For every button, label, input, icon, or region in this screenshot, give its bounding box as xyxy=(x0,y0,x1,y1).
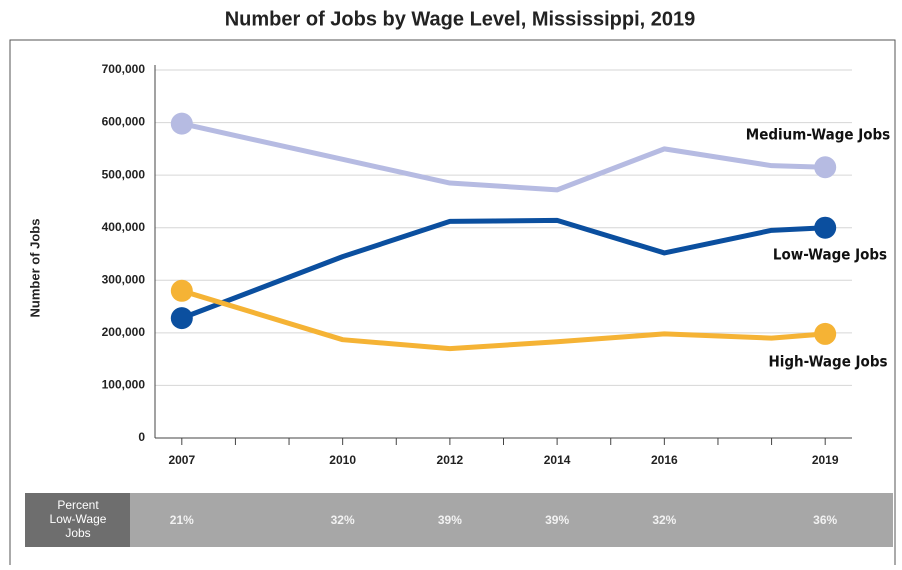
percent-value: 32% xyxy=(652,513,676,527)
y-tick-label: 200,000 xyxy=(102,325,146,339)
x-tick-label: 2007 xyxy=(168,453,195,467)
series-line xyxy=(181,121,826,193)
end-point xyxy=(814,156,837,179)
percent-header xyxy=(25,493,130,547)
series-line xyxy=(181,288,826,352)
end-point xyxy=(814,322,837,345)
x-tick-label: 2019 xyxy=(812,453,839,467)
frame xyxy=(9,39,896,565)
y-axis-label: Number of Jobs xyxy=(27,219,42,318)
x-tick-label: 2012 xyxy=(437,453,464,467)
y-tick-label: 400,000 xyxy=(102,220,146,234)
percent-header-text: Jobs xyxy=(65,526,90,540)
end-point xyxy=(170,112,193,135)
percent-header-text: Low-Wage xyxy=(50,512,107,526)
percent-value: 32% xyxy=(331,513,355,527)
x-tick-label: 2016 xyxy=(651,453,678,467)
end-point xyxy=(170,279,193,302)
percent-band xyxy=(25,493,893,547)
y-tick-label: 100,000 xyxy=(102,378,146,392)
series-label: Low-Wage Jobs xyxy=(773,246,887,264)
series-label: High-Wage Jobs xyxy=(768,353,887,371)
y-tick-label: 300,000 xyxy=(102,272,146,286)
percent-value: 21% xyxy=(170,513,194,527)
chart-title: Number of Jobs by Wage Level, Mississipp… xyxy=(225,8,696,30)
series-label: Medium-Wage Jobs xyxy=(746,126,890,144)
percent-value: 39% xyxy=(438,513,462,527)
x-tick-label: 2010 xyxy=(329,453,356,467)
percent-value: 36% xyxy=(813,513,837,527)
percent-header-text: Percent xyxy=(57,498,99,512)
y-tick-label: 600,000 xyxy=(102,115,146,129)
series-line xyxy=(180,217,826,321)
y-tick-label: 700,000 xyxy=(102,62,146,76)
x-tick-label: 2014 xyxy=(544,453,571,467)
end-point xyxy=(170,307,193,330)
y-tick-label: 0 xyxy=(138,430,145,444)
end-point xyxy=(814,216,837,239)
y-tick-label: 500,000 xyxy=(102,167,146,181)
percent-value: 39% xyxy=(545,513,569,527)
